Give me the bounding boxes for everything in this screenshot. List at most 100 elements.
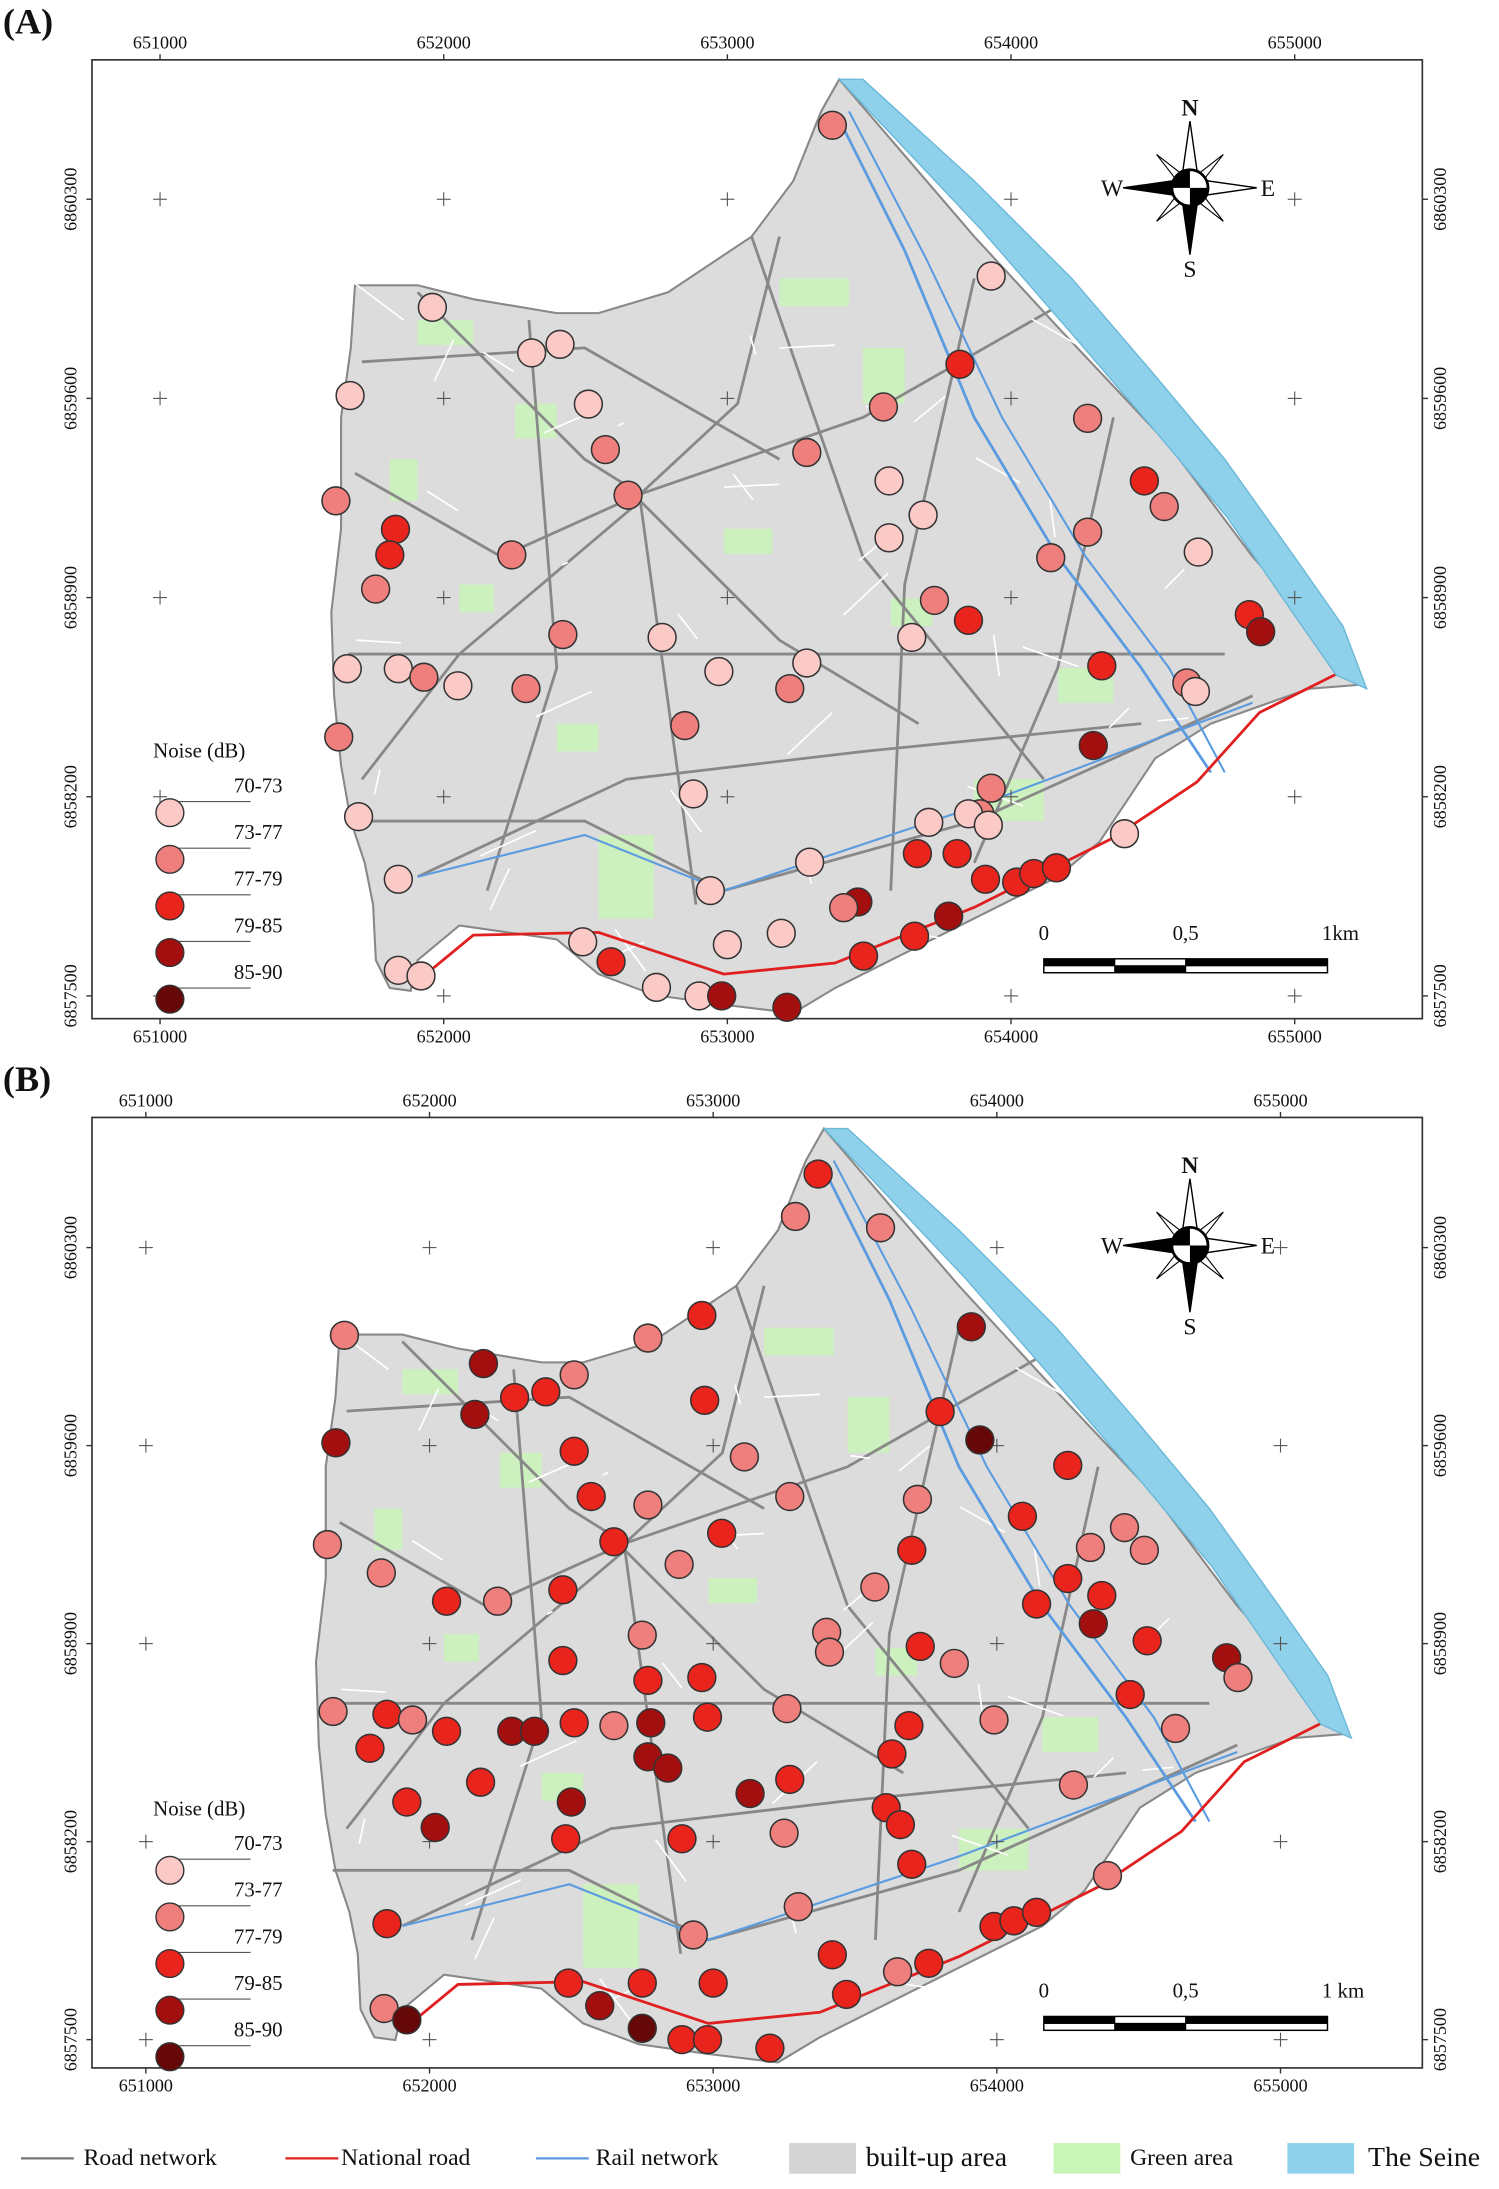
noise-point — [1087, 651, 1117, 681]
noise-point — [772, 992, 802, 1022]
legend-label: 79-85 — [234, 1971, 283, 1995]
noise-point — [925, 1396, 955, 1427]
noise-point — [653, 1753, 683, 1783]
noise-point — [1078, 730, 1108, 761]
legend-label: 73-77 — [234, 820, 283, 844]
compass: N S W E — [1101, 1153, 1275, 1340]
noise-point — [1092, 1860, 1123, 1891]
noise-point — [1132, 1626, 1162, 1656]
noise-point — [548, 1575, 578, 1605]
noise-point — [792, 648, 822, 678]
minor-road — [1030, 317, 1077, 345]
minor-road — [528, 1461, 574, 1483]
noise-point — [695, 875, 726, 906]
road — [470, 1369, 543, 1941]
noise-point — [1160, 1713, 1191, 1744]
minor-road — [842, 572, 889, 616]
noise-point — [312, 1529, 343, 1560]
green-area — [847, 1397, 890, 1453]
minor-road — [1164, 568, 1185, 590]
noise-point — [976, 261, 1006, 291]
rail-line — [818, 1159, 1197, 1823]
scale-label: 0,5 — [1173, 921, 1199, 945]
noise-point — [667, 2024, 697, 2055]
noise-point — [769, 1818, 799, 1848]
noise-point — [1183, 537, 1213, 567]
legend-label: Green area — [1130, 2145, 1234, 2171]
x-tick-label: 652000 — [417, 1026, 471, 1046]
noise-point — [460, 1399, 490, 1430]
noise-point — [698, 1968, 728, 1998]
compass-label: N — [1181, 95, 1198, 121]
noise-point — [420, 1812, 450, 1843]
compass-label: E — [1261, 1234, 1275, 1260]
district-area — [330, 77, 1364, 1015]
rail-line — [833, 110, 1212, 774]
minor-road — [1219, 778, 1264, 783]
y-tick-label: 6858900 — [1430, 1612, 1450, 1675]
noise-point — [465, 1767, 496, 1797]
legend-swatch — [155, 1902, 185, 1932]
noise-point — [877, 1739, 907, 1769]
road — [417, 722, 1142, 878]
national-road — [401, 1718, 1329, 2032]
noise-point — [970, 864, 1001, 894]
x-tick-label: 651000 — [119, 1090, 173, 1110]
x-tick-label: 652000 — [417, 33, 471, 53]
scale-label: 0 — [1039, 1979, 1049, 2003]
noise-point — [360, 574, 391, 604]
legend-label: 77-79 — [234, 867, 283, 891]
noise-point — [443, 671, 473, 701]
noise-point — [641, 972, 672, 1003]
legend-label: National road — [341, 2145, 470, 2171]
noise-point — [874, 523, 904, 553]
legend-label: 85-90 — [234, 2018, 283, 2042]
noise-point — [908, 500, 938, 530]
minor-road — [546, 1610, 553, 1616]
minor-road — [373, 769, 381, 795]
noise-point — [707, 981, 737, 1011]
y-tick-label: 6857500 — [61, 964, 81, 1027]
noise-point — [692, 1702, 723, 1732]
minor-road — [734, 1384, 742, 1405]
scale-segment — [1043, 965, 1116, 974]
minor-road — [473, 1917, 495, 1960]
noise-point — [397, 1705, 428, 1735]
compass: N S W E — [1101, 95, 1275, 282]
noise-point — [324, 722, 354, 752]
noise-point — [548, 619, 578, 650]
legend-swatch — [155, 891, 185, 921]
y-tick-label: 6858200 — [1430, 1810, 1450, 1873]
legend-swatch — [155, 2042, 185, 2072]
noise-point — [627, 1620, 657, 1650]
green-area — [723, 528, 773, 554]
noise-point — [780, 1201, 811, 1232]
noise-point — [559, 1708, 589, 1738]
noise-point — [914, 807, 944, 838]
noise-point — [380, 514, 411, 544]
compass-label: W — [1101, 176, 1124, 202]
noise-point — [627, 2013, 657, 2044]
compass-label: E — [1261, 176, 1275, 202]
noise-point — [1129, 466, 1160, 496]
y-tick-label: 6859600 — [61, 1414, 81, 1477]
minor-road — [850, 1454, 870, 1460]
noise-point — [516, 338, 547, 368]
noise-point — [882, 1957, 913, 1987]
x-tick-label: 654000 — [984, 1026, 1038, 1046]
scale-segment — [1114, 965, 1186, 973]
y-tick-label: 6857500 — [61, 2008, 81, 2071]
green-area — [444, 1633, 479, 1662]
minor-road — [1007, 1695, 1064, 1717]
scale-label: 1 km — [1322, 1979, 1364, 2003]
legend-label: 70-73 — [234, 1831, 283, 1855]
minor-road — [1142, 1766, 1174, 1771]
noise-point — [868, 392, 899, 422]
green-area — [389, 459, 418, 501]
minor-road — [535, 690, 592, 718]
noise-point — [766, 918, 796, 948]
noise-point — [1180, 676, 1211, 707]
minor-road — [1086, 1905, 1118, 1911]
noise-point — [1053, 1450, 1083, 1481]
